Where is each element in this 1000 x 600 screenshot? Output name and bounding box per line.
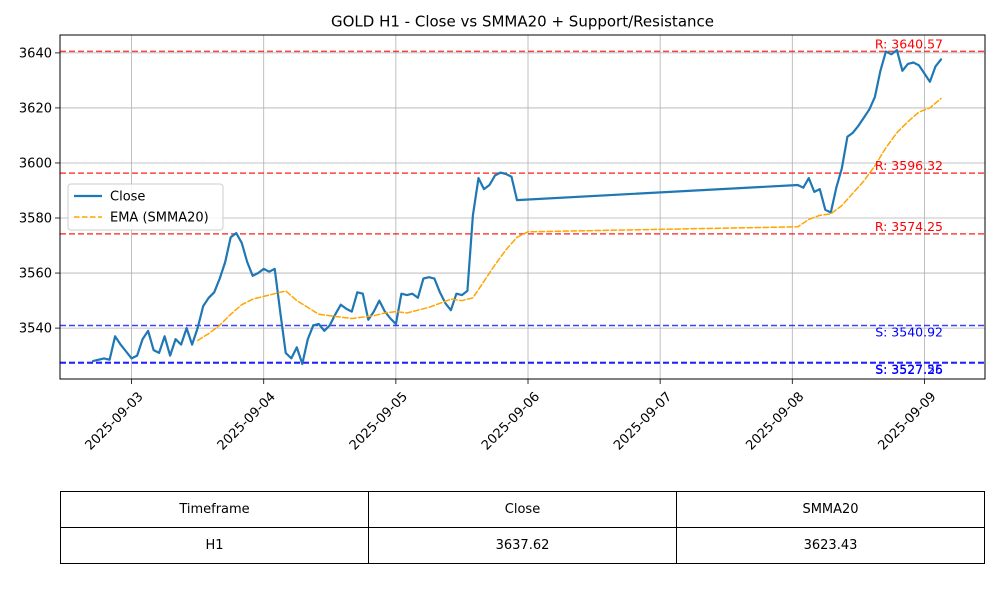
resistance-level-label: R: 3596.32 bbox=[875, 158, 943, 173]
y-tick-label: 3540 bbox=[19, 322, 52, 337]
chart-title: GOLD H1 - Close vs SMMA20 + Support/Resi… bbox=[331, 13, 714, 31]
table-header-cell: Close bbox=[368, 491, 677, 528]
summary-table-header-row: Timeframe Close SMMA20 bbox=[60, 491, 985, 528]
grid-layer bbox=[60, 35, 985, 379]
x-tick-label: 2025-09-06 bbox=[479, 389, 543, 453]
legend-label-close: Close bbox=[110, 190, 145, 205]
x-tick-label: 2025-09-07 bbox=[611, 389, 675, 453]
table-header-cell: SMMA20 bbox=[676, 491, 985, 528]
smma20-series-line bbox=[196, 97, 942, 342]
summary-table: Timeframe Close SMMA20 H1 3637.62 3623.4… bbox=[60, 491, 985, 564]
level-labels-layer: R: 3640.57 R: 3596.32 R: 3574.25 S: 3540.92… bbox=[875, 36, 943, 377]
legend-label-smma20: EMA (SMMA20) bbox=[110, 211, 209, 226]
close-series-line bbox=[91, 48, 943, 365]
table-header-cell: Timeframe bbox=[60, 491, 369, 528]
support-level-label: S: 3540.92 bbox=[875, 325, 943, 340]
y-tick-label: 3640 bbox=[19, 46, 52, 61]
x-tick-label: 2025-09-04 bbox=[215, 389, 279, 453]
y-tick-label: 3580 bbox=[19, 212, 52, 227]
table-cell: 3637.62 bbox=[368, 527, 677, 564]
series-layer bbox=[91, 48, 943, 365]
table-cell: H1 bbox=[60, 527, 369, 564]
plot-frame bbox=[59, 34, 986, 380]
levels-layer bbox=[60, 50, 985, 364]
support-level-label: S: 3527.55 bbox=[875, 361, 943, 376]
resistance-level-label: R: 3574.25 bbox=[875, 219, 943, 234]
legend-box bbox=[67, 183, 224, 231]
resistance-level-label: R: 3640.57 bbox=[875, 36, 943, 51]
table-row: H1 3637.62 3623.43 bbox=[60, 527, 985, 564]
x-tick-label: 2025-09-03 bbox=[83, 389, 147, 453]
x-tick-label: 2025-09-09 bbox=[875, 389, 939, 453]
x-tick-label: 2025-09-08 bbox=[743, 389, 807, 453]
y-tick-label: 3600 bbox=[19, 156, 52, 171]
table-cell: 3623.43 bbox=[676, 527, 985, 564]
y-tick-label: 3620 bbox=[19, 101, 52, 116]
x-tick-label: 2025-09-05 bbox=[347, 389, 411, 453]
legend: Close EMA (SMMA20) bbox=[67, 183, 224, 231]
ticks-layer: 2025-09-03 2025-09-04 2025-09-05 2025-09-06… bbox=[19, 46, 940, 453]
support-level-label: S: 3527.26 bbox=[875, 362, 943, 377]
y-tick-label: 3560 bbox=[19, 267, 52, 282]
